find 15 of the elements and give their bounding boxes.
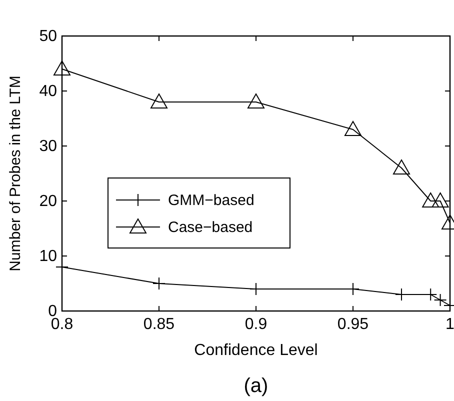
x-tick-label: 0.85 bbox=[143, 316, 175, 333]
y-axis-title: Number of Probes in the LTM bbox=[7, 76, 24, 272]
x-tick-label: 0.95 bbox=[337, 316, 369, 333]
y-tick-label: 30 bbox=[39, 138, 58, 155]
x-tick-label: 0.8 bbox=[50, 316, 74, 333]
x-axis-title: Confidence Level bbox=[194, 342, 318, 359]
y-tick-label: 50 bbox=[39, 28, 58, 45]
y-tick-label: 40 bbox=[39, 83, 58, 100]
y-tick-label: 10 bbox=[39, 248, 58, 265]
legend-label: Case−based bbox=[168, 219, 253, 236]
text: (a) bbox=[244, 375, 268, 397]
y-tick-label: 20 bbox=[39, 193, 58, 210]
legend-label: GMM−based bbox=[168, 192, 254, 209]
x-tick-label: 1 bbox=[446, 316, 454, 333]
x-tick-label: 0.9 bbox=[244, 316, 268, 333]
